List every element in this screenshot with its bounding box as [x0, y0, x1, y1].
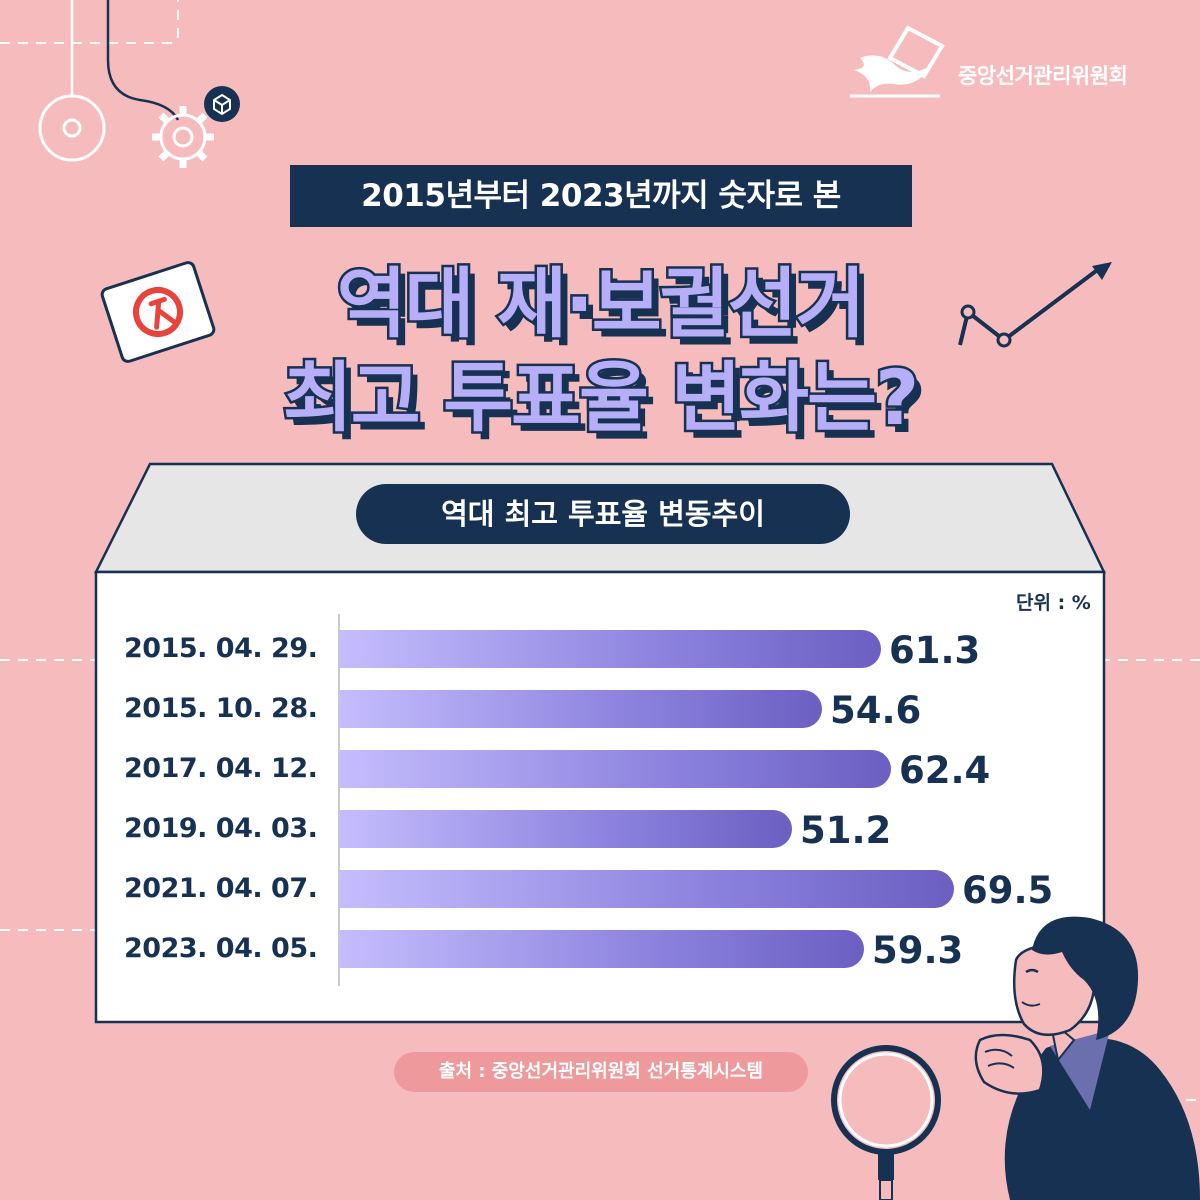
dashed-line-top-left: [0, 0, 179, 44]
subtitle-banner: 2015년부터 2023년까지 숫자로 본: [290, 165, 912, 227]
man-arm: [1010, 1086, 1080, 1200]
main-title-line-1: 역대 재·보궐선거: [334, 257, 868, 351]
source-note: 출처 : 중앙선거관리위원회 선거통계시스템: [394, 1052, 808, 1092]
chart-title: 역대 최고 투표율 변동추이: [356, 484, 850, 544]
bar-category-label: 2015. 10. 28.: [124, 693, 318, 724]
nec-logo-icon: [850, 25, 945, 98]
unit-label: 단위 : %: [1016, 592, 1091, 614]
bar-value-label: 59.3: [872, 929, 964, 972]
bar: [339, 750, 891, 788]
bar: [339, 690, 822, 728]
bar-value-label: 61.3: [889, 629, 981, 672]
gear-icon: [152, 106, 214, 168]
man-hand: [974, 1033, 1045, 1095]
trend-arrow-icon: [958, 262, 1112, 348]
bar: [339, 810, 792, 848]
magnifier-icon: [831, 1045, 941, 1200]
bar-category-label: 2021. 04. 07.: [124, 873, 318, 904]
bar-category-label: 2017. 04. 12.: [124, 753, 318, 784]
bar-value-label: 62.4: [899, 749, 991, 792]
ballot-paper-icon: [100, 261, 216, 363]
bar-category-label: 2023. 04. 05.: [124, 933, 318, 964]
man-mouth: [1021, 1001, 1041, 1007]
bar: [339, 870, 954, 908]
pendulum-icon: [38, 0, 106, 162]
man-hair: [1032, 916, 1139, 1040]
bar: [339, 630, 881, 668]
wire-line: [106, 0, 180, 121]
bar-category-label: 2019. 04. 03.: [124, 813, 318, 844]
main-title-line-2: 최고 투표율 변화는?: [280, 351, 921, 445]
org-name: 중앙선거관리위원회: [958, 64, 1128, 88]
cube-icon: [204, 86, 240, 122]
man-eye: [1025, 968, 1039, 974]
bar-value-label: 51.2: [800, 809, 892, 852]
bar-value-label: 69.5: [962, 869, 1054, 912]
bar-value-label: 54.6: [830, 689, 922, 732]
bar: [339, 930, 864, 968]
bar-category-label: 2015. 04. 29.: [124, 633, 318, 664]
